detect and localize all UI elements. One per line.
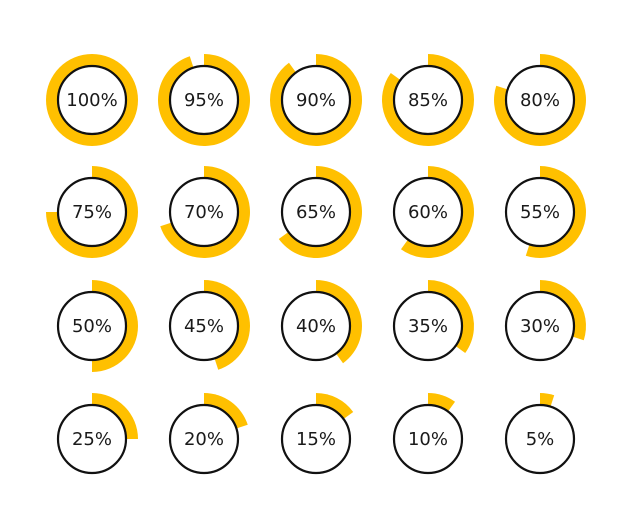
- ring-percentage-label: 40%: [296, 316, 336, 337]
- ring-percentage-label: 65%: [296, 202, 336, 223]
- ring-inner-circle: [168, 64, 240, 136]
- ring-percentage-label: 10%: [408, 429, 448, 450]
- ring-percentage-label: 80%: [520, 90, 560, 111]
- ring-inner-circle: [280, 290, 352, 362]
- progress-ring: 35%: [392, 280, 475, 362]
- progress-ring: 15%: [280, 393, 354, 475]
- progress-ring: 80%: [494, 54, 587, 147]
- ring-percentage-label: 45%: [184, 316, 224, 337]
- ring-percentage-label: 55%: [520, 202, 560, 223]
- ring-inner-circle: [168, 403, 240, 475]
- ring-inner-circle: [280, 176, 352, 248]
- progress-ring: 60%: [392, 165, 475, 258]
- ring-inner-circle: [56, 290, 128, 362]
- ring-inner-circle: [504, 64, 576, 136]
- progress-ring: 50%: [56, 280, 138, 372]
- ring-percentage-label: 20%: [184, 429, 224, 450]
- ring-inner-circle: [392, 403, 464, 475]
- ring-inner-circle: [280, 403, 352, 475]
- ring-percentage-label: 50%: [72, 316, 112, 337]
- ring-percentage-label: 15%: [296, 429, 336, 450]
- ring-inner-circle: [56, 403, 128, 475]
- ring-inner-circle: [168, 176, 240, 248]
- progress-ring: 25%: [56, 393, 138, 475]
- progress-ring: 55%: [504, 166, 587, 258]
- ring-percentage-label: 25%: [72, 429, 112, 450]
- progress-ring: 40%: [280, 280, 363, 364]
- progress-ring: 95%: [158, 53, 251, 146]
- ring-inner-circle: [392, 176, 464, 248]
- ring-percentage-label: 100%: [66, 90, 117, 111]
- ring-inner-circle: [392, 290, 464, 362]
- ring-inner-circle: [504, 290, 576, 362]
- ring-percentage-label: 5%: [526, 429, 555, 450]
- ring-inner-circle: [56, 176, 128, 248]
- ring-percentage-label: 60%: [408, 202, 448, 223]
- ring-percentage-label: 35%: [408, 316, 448, 337]
- ring-percentage-label: 85%: [408, 90, 448, 111]
- progress-ring: 5%: [504, 393, 576, 475]
- ring-inner-circle: [280, 64, 352, 136]
- progress-ring: 85%: [382, 54, 474, 146]
- progress-ring: 20%: [168, 393, 248, 475]
- ring-percentage-label: 75%: [72, 202, 112, 223]
- ring-inner-circle: [56, 64, 128, 136]
- progress-ring: 45%: [168, 279, 251, 370]
- progress-ring: 75%: [46, 166, 138, 258]
- progress-ring: 70%: [160, 166, 250, 258]
- ring-percentage-label: 30%: [520, 316, 560, 337]
- progress-ring: 65%: [278, 166, 363, 259]
- progress-ring: 90%: [270, 54, 362, 147]
- ring-percentage-label: 70%: [184, 202, 224, 223]
- ring-percentage-label: 90%: [296, 90, 336, 111]
- ring-inner-circle: [504, 176, 576, 248]
- ring-inner-circle: [168, 290, 240, 362]
- ring-inner-circle: [392, 64, 464, 136]
- progress-ring: 10%: [392, 393, 464, 475]
- progress-ring: 100%: [46, 54, 138, 146]
- progress-ring: 30%: [504, 280, 586, 362]
- ring-percentage-label: 95%: [184, 90, 224, 111]
- ring-inner-circle: [504, 403, 576, 475]
